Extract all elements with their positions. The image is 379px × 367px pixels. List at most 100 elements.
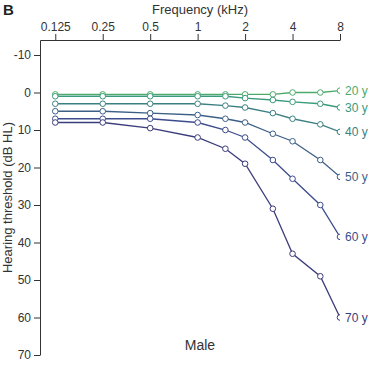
x-tick-label: 0.125 <box>41 20 71 34</box>
data-point <box>290 251 296 257</box>
data-point <box>337 105 340 111</box>
y-tick-mark <box>34 168 40 169</box>
x-tick-label: 1 <box>195 20 202 34</box>
data-point <box>223 127 229 133</box>
data-point <box>290 90 296 96</box>
panel-label: B <box>3 1 14 18</box>
data-point <box>223 146 229 152</box>
data-point <box>318 122 324 128</box>
data-point <box>100 101 106 107</box>
chart: 0.125 0.25 0.5 1 2 4 8 -10 0 10 20 30 40 50 60 70 Freque… <box>0 0 379 367</box>
y-tick-label: 60 <box>18 311 32 325</box>
data-point <box>100 120 106 126</box>
data-point <box>337 174 340 180</box>
series-label: 40 y <box>345 125 368 139</box>
y-tick-mark <box>34 130 40 131</box>
y-tick-label: 20 <box>18 161 32 175</box>
data-point <box>337 88 340 94</box>
x-tick-mark <box>340 34 341 40</box>
x-tick-mark <box>245 34 246 40</box>
y-tick: 50 <box>18 273 40 287</box>
data-point <box>147 125 153 131</box>
data-point <box>100 108 106 114</box>
x-axis-title: Frequency (kHz) <box>152 2 248 17</box>
x-tick: 0.125 <box>41 20 71 40</box>
x-tick: 1 <box>195 20 202 40</box>
data-point <box>147 93 153 99</box>
y-axis-title: Hearing threshold (dB HL) <box>0 122 15 273</box>
annotation: Male <box>185 337 216 353</box>
data-point <box>223 116 229 122</box>
data-point <box>195 135 201 141</box>
data-point <box>318 273 324 279</box>
x-tick: 0.25 <box>92 20 116 40</box>
data-point <box>242 135 248 141</box>
data-point <box>318 101 324 107</box>
x-tick-label: 2 <box>242 20 249 34</box>
y-tick: 40 <box>18 236 40 250</box>
data-point <box>52 120 58 126</box>
data-point <box>337 129 340 135</box>
series-label: 60 y <box>345 230 368 244</box>
data-point <box>270 110 276 116</box>
data-point <box>318 90 324 96</box>
x-tick-label: 0.5 <box>142 20 159 34</box>
y-tick-mark <box>34 280 40 281</box>
x-tick-mark <box>150 34 151 40</box>
data-point <box>290 138 296 144</box>
data-point <box>318 157 324 163</box>
data-point <box>242 161 248 167</box>
y-tick-mark <box>34 93 40 94</box>
y-tick-mark <box>34 318 40 319</box>
series-label: 30 y <box>345 101 368 115</box>
data-point <box>242 120 248 126</box>
y-tick-label: 40 <box>18 236 32 250</box>
y-tick-label: -10 <box>14 48 32 62</box>
x-tick-label: 0.25 <box>92 20 116 34</box>
x-tick-mark <box>293 34 294 40</box>
data-point <box>337 234 340 240</box>
data-point <box>52 101 58 107</box>
y-tick-label: 30 <box>18 198 32 212</box>
x-axis: 0.125 0.25 0.5 1 2 4 8 <box>41 20 345 41</box>
data-point <box>270 206 276 212</box>
series-line <box>55 123 340 318</box>
y-tick-label: 70 <box>18 348 32 362</box>
x-tick-label: 4 <box>290 20 297 34</box>
data-point <box>242 105 248 111</box>
series-label: 70 y <box>345 311 368 325</box>
data-point <box>270 92 276 98</box>
data-point <box>290 176 296 182</box>
plot-area <box>52 88 340 320</box>
x-tick: 8 <box>337 20 344 40</box>
y-tick-mark <box>34 205 40 206</box>
x-tick-label: 8 <box>337 20 344 34</box>
data-point <box>195 101 201 107</box>
data-point <box>100 93 106 99</box>
data-point <box>195 112 201 118</box>
x-tick: 0.5 <box>142 20 159 40</box>
data-point <box>147 116 153 122</box>
y-tick: 10 <box>18 123 40 137</box>
series-line <box>55 119 340 237</box>
data-point <box>290 116 296 122</box>
y-tick-mark <box>34 355 40 356</box>
y-tick-label: 50 <box>18 273 32 287</box>
data-point <box>147 101 153 107</box>
series-label: 20 y <box>345 84 368 98</box>
y-tick: 70 <box>18 348 40 362</box>
data-point <box>242 95 248 101</box>
y-tick: -10 <box>14 48 40 62</box>
series-line <box>55 111 340 177</box>
y-axis-line <box>40 41 41 356</box>
x-tick-mark <box>198 34 199 40</box>
data-point <box>223 103 229 109</box>
y-tick: 60 <box>18 311 40 325</box>
x-tick-mark <box>55 34 56 40</box>
x-tick: 4 <box>290 20 297 40</box>
y-tick: 20 <box>18 161 40 175</box>
x-tick: 2 <box>242 20 249 40</box>
data-point <box>52 93 58 99</box>
y-tick: 0 <box>24 86 40 100</box>
x-axis-line <box>41 40 341 41</box>
